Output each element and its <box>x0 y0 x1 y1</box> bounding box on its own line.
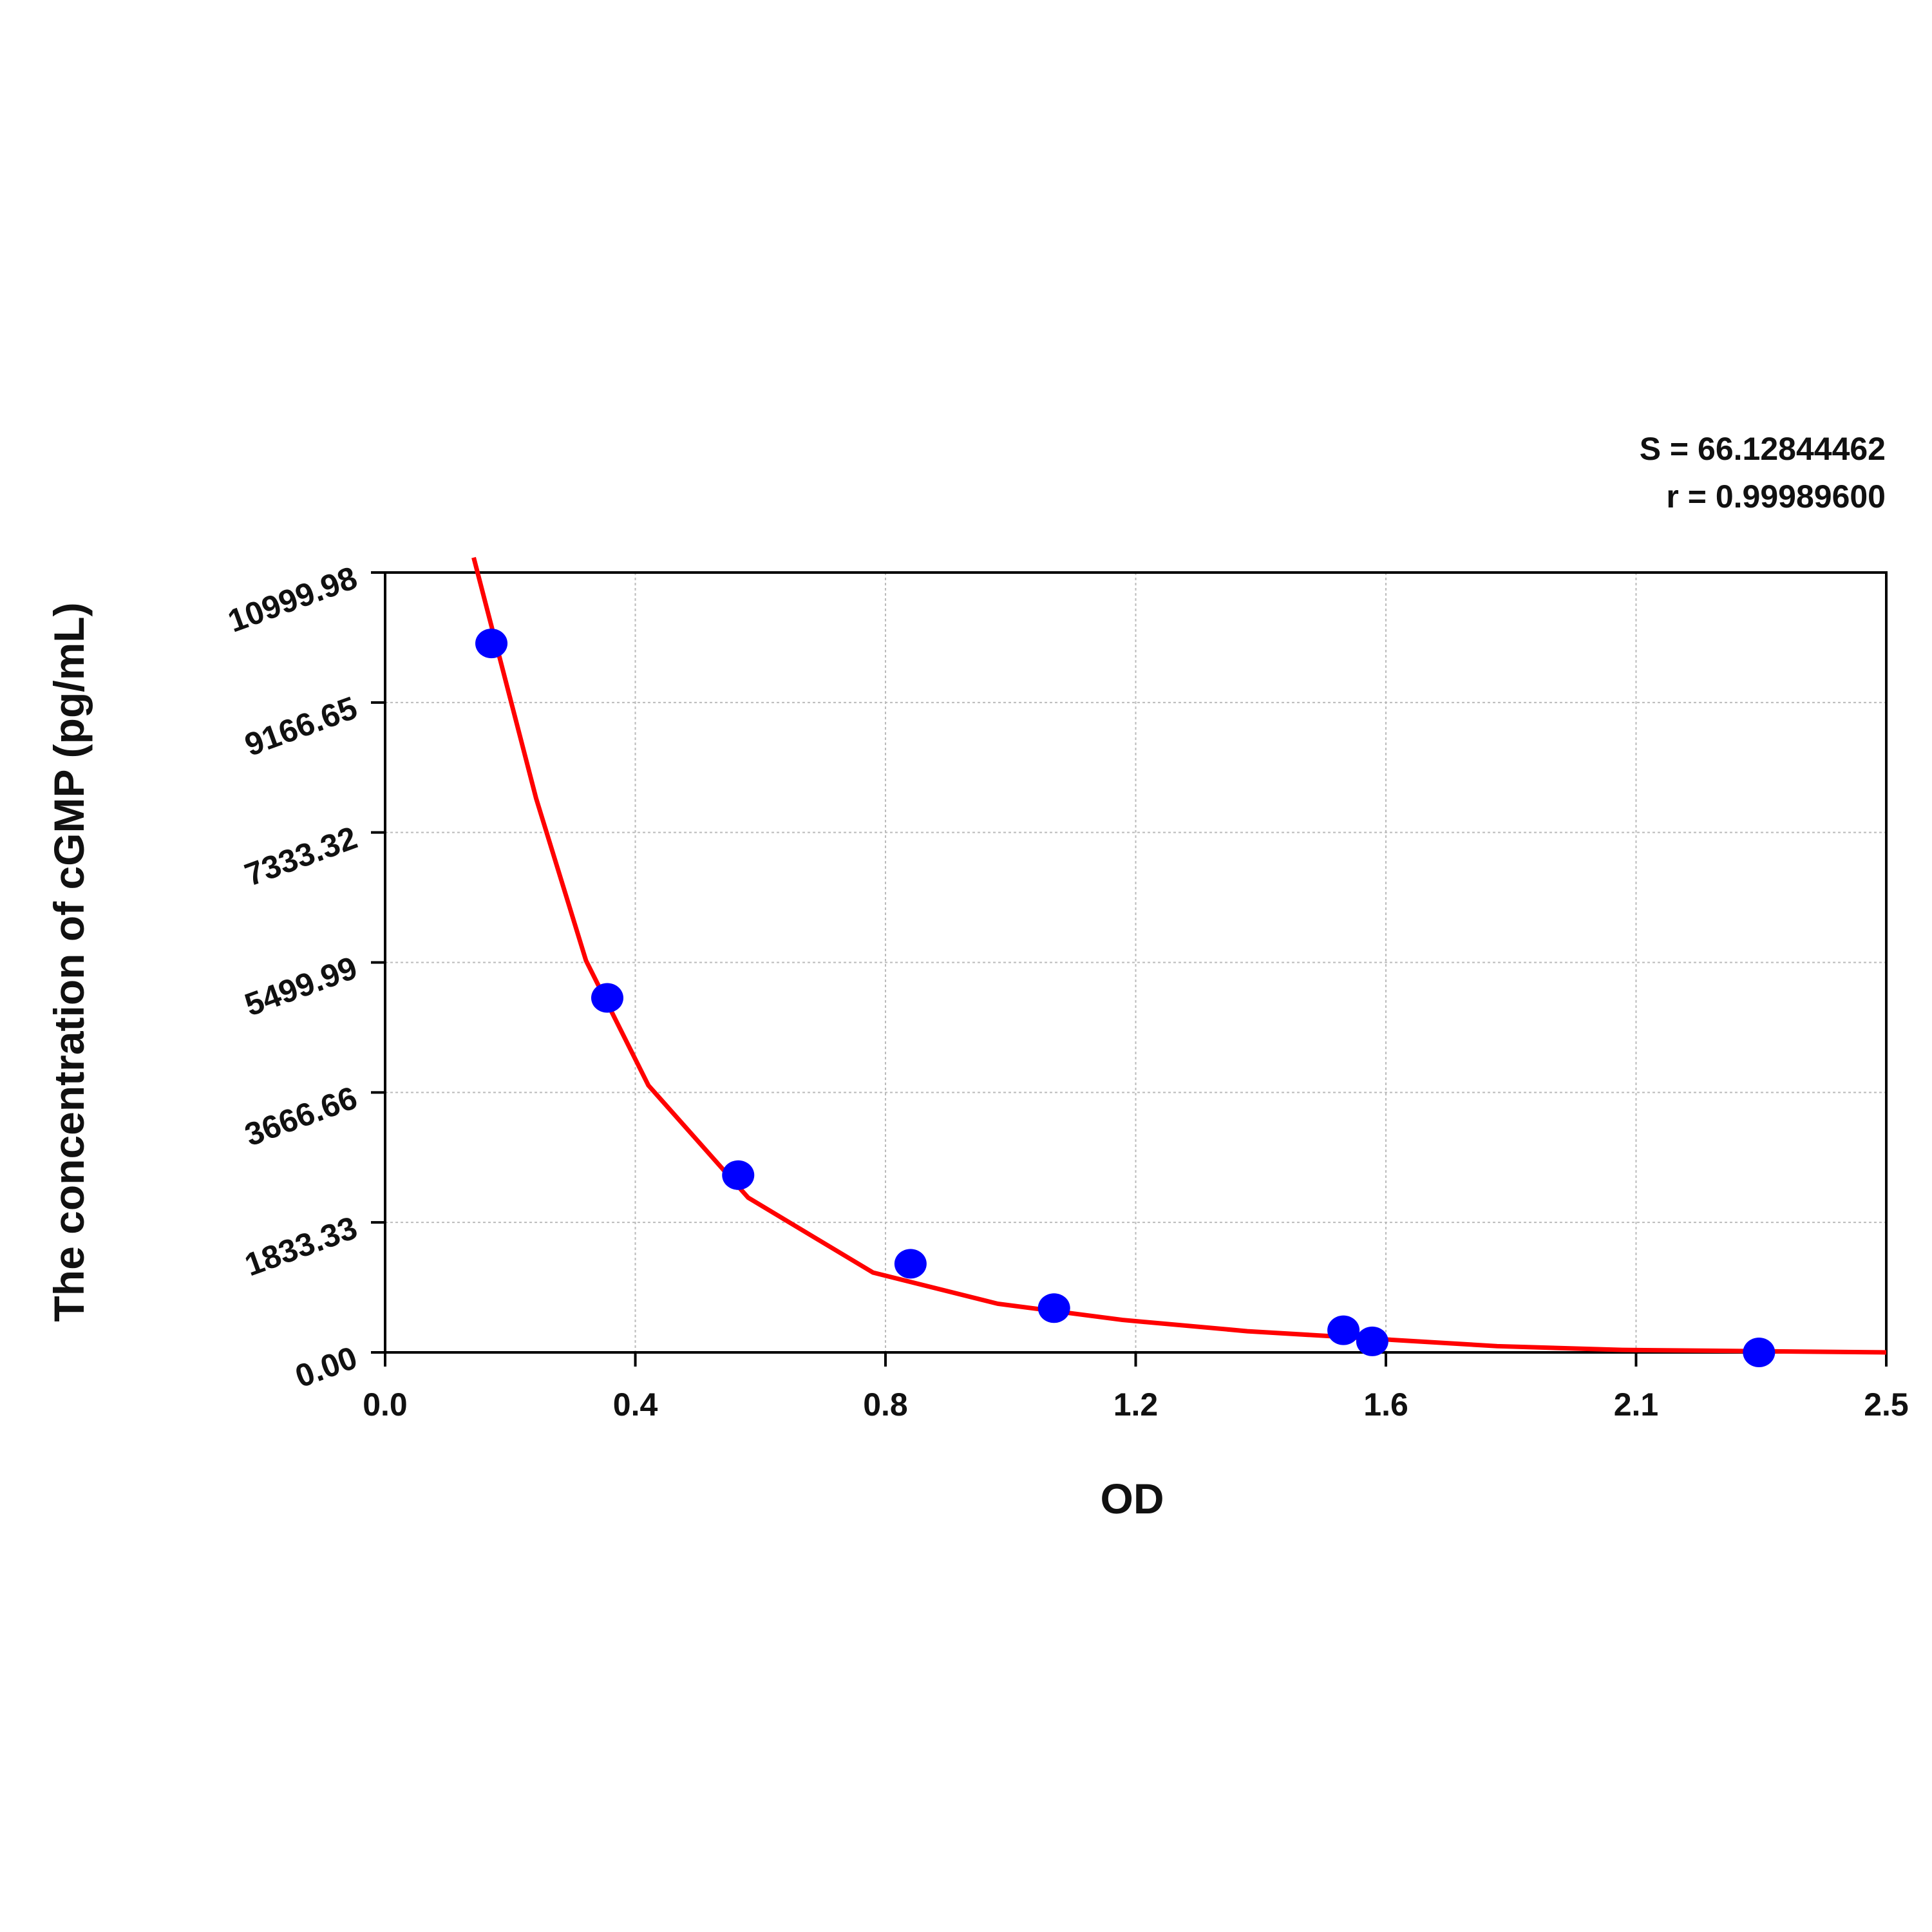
fit-curve <box>471 556 1887 1355</box>
data-point <box>591 983 623 1013</box>
x-tick-label: 0.8 <box>863 1387 908 1423</box>
x-tick-label: 1.2 <box>1113 1387 1159 1423</box>
data-point <box>894 1249 927 1279</box>
x-tick-label: 2.1 <box>1614 1387 1659 1423</box>
data-point <box>1356 1326 1388 1356</box>
x-tick-label: 2.5 <box>1864 1387 1909 1423</box>
x-tick-label: 0.4 <box>613 1387 658 1423</box>
y-axis-label: The concentration of cGMP (pg/mL) <box>45 602 93 1321</box>
data-point <box>722 1160 755 1190</box>
data-point <box>475 629 508 659</box>
data-point <box>1743 1338 1776 1367</box>
plot-frame <box>384 571 1888 1354</box>
data-point <box>1037 1293 1070 1323</box>
x-tick-label: 1.6 <box>1363 1387 1408 1423</box>
annotation: S = 66.12844462 <box>1640 431 1886 467</box>
annotation: r = 0.99989600 <box>1666 478 1886 515</box>
data-point <box>1327 1315 1360 1345</box>
x-axis-label: OD <box>1101 1475 1164 1522</box>
x-tick-label: 0.0 <box>363 1387 408 1423</box>
